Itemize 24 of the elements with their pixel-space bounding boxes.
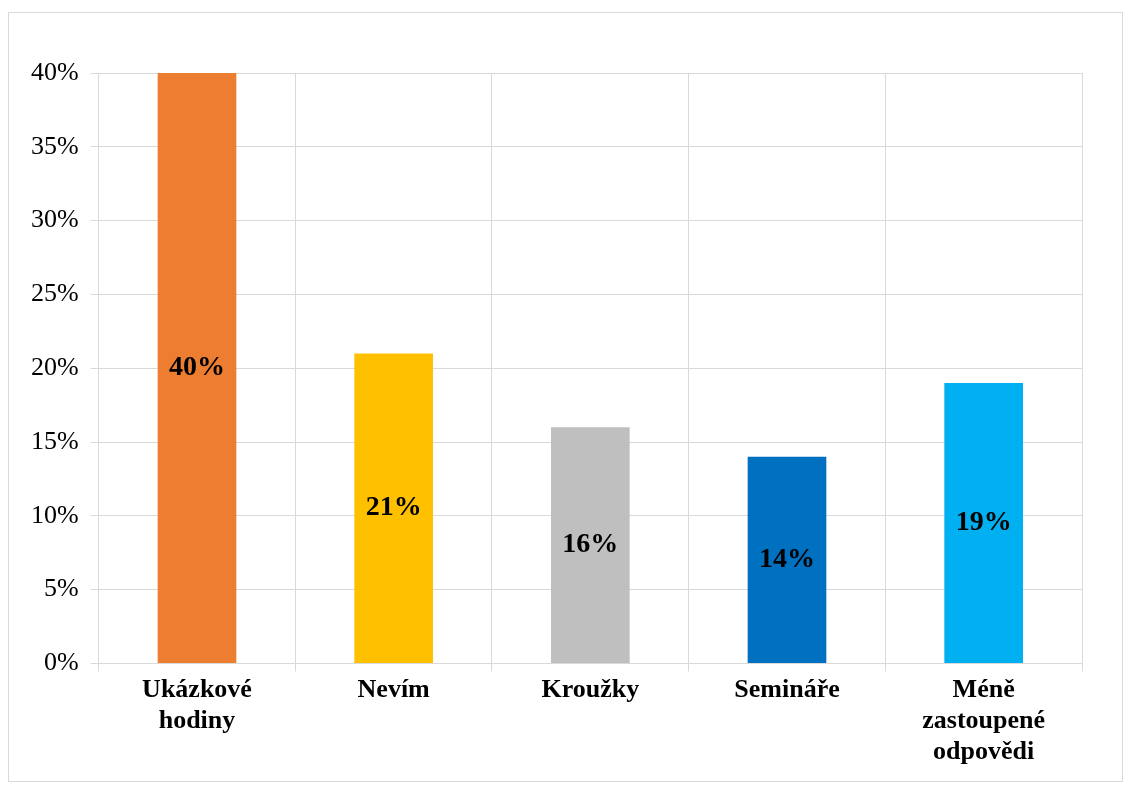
x-tick-label: Kroužky — [541, 673, 640, 703]
y-tick-label: 40% — [30, 56, 79, 86]
y-tick-label: 10% — [30, 499, 79, 529]
y-tick-label: 5% — [43, 573, 79, 603]
data-label: 16% — [562, 527, 619, 559]
y-tick-label: 30% — [30, 204, 79, 234]
bar — [354, 353, 433, 663]
bar — [551, 427, 630, 663]
x-tick-label: Méně zastoupené odpovědi — [922, 673, 1046, 766]
y-tick-label: 35% — [30, 130, 79, 160]
bar — [747, 456, 827, 663]
x-tick-label: Nevím — [357, 673, 431, 703]
y-tick-label: 25% — [30, 278, 79, 308]
x-tick-label: Semináře — [734, 673, 840, 703]
y-tick-label: 0% — [43, 647, 79, 677]
x-tick-label: Ukázkové hodiny — [142, 673, 252, 734]
data-label: 40% — [168, 350, 225, 382]
data-label: 21% — [365, 490, 422, 522]
bar — [157, 73, 237, 663]
y-tick-label: 20% — [30, 352, 79, 382]
y-tick-label: 15% — [30, 425, 79, 455]
bar — [944, 382, 1023, 663]
data-label: 14% — [759, 542, 815, 574]
data-label: 19% — [955, 505, 1012, 537]
